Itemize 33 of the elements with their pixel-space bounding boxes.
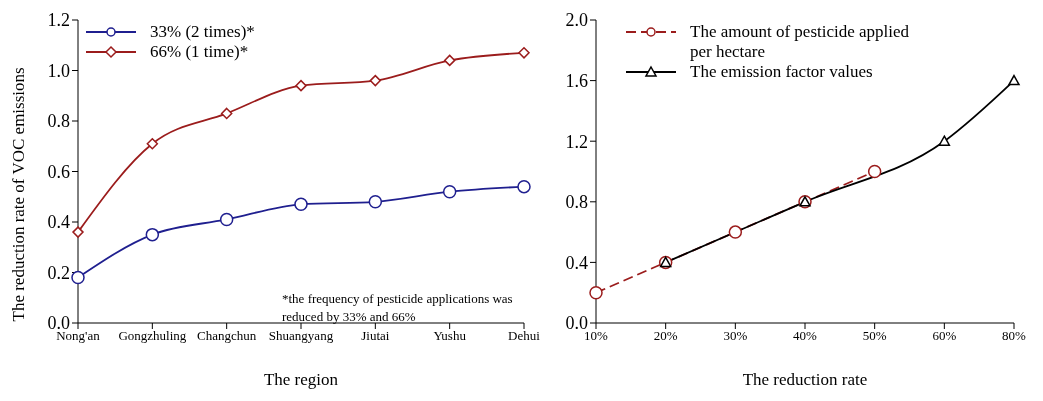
y-tick-label: 0.6 <box>47 161 70 182</box>
x-tick-label: 40% <box>793 328 818 344</box>
y-tick-label: 0.4 <box>565 252 588 273</box>
x-tick-label: Yushu <box>433 328 467 344</box>
x-axis-title: The region <box>263 370 339 389</box>
legend-label: The emission factor values <box>690 62 873 82</box>
x-tick-label: 80% <box>1002 328 1027 344</box>
x-tick-label: Nong'an <box>56 328 101 344</box>
x-tick-label: 30% <box>723 328 748 344</box>
x-tick-label: Shuangyang <box>268 328 334 344</box>
y-tick-label: 1.0 <box>47 60 70 81</box>
y-axis-title: The reduction rate of VOC emissions <box>9 67 29 322</box>
y-tick-label: 0.8 <box>47 111 70 132</box>
y-tick-label: 0.4 <box>47 212 70 233</box>
y-tick-label: 0.8 <box>565 192 588 213</box>
legend-label: The amount of pesticide applied per hectare <box>690 22 911 62</box>
x-axis-title: The reduction rate <box>742 370 868 389</box>
x-tick-label: 20% <box>653 328 678 344</box>
x-tick-label: Gongzhuling <box>118 328 187 344</box>
annotation: *the frequency of pesticide applications was reduced by 33% and 66% <box>282 290 514 326</box>
y-tick-label: 2.0 <box>565 10 588 31</box>
x-tick-label: Dehui <box>508 328 541 344</box>
x-tick-label: 60% <box>932 328 957 344</box>
legend-label: 66% (1 time)* <box>150 42 249 62</box>
x-tick-label: 50% <box>862 328 887 344</box>
y-tick-label: 1.2 <box>565 131 588 152</box>
x-tick-label: 10% <box>584 328 609 344</box>
legend-label: 33% (2 times)* <box>150 22 255 42</box>
x-tick-label: Changchun <box>197 328 257 344</box>
y-tick-label: 0.2 <box>47 262 70 283</box>
y-tick-label: 1.2 <box>47 10 70 31</box>
x-tick-label: Jiutai <box>361 328 390 344</box>
y-tick-label: 1.6 <box>565 70 588 91</box>
